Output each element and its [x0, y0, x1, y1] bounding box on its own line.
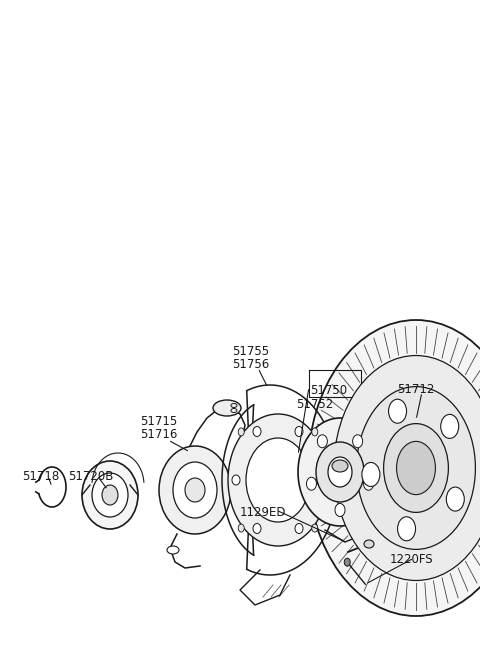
Ellipse shape: [159, 446, 231, 534]
Ellipse shape: [441, 415, 459, 438]
Ellipse shape: [334, 356, 480, 581]
Text: 51715: 51715: [140, 415, 177, 428]
Text: 51712: 51712: [397, 383, 434, 396]
Text: 1220FS: 1220FS: [390, 553, 433, 566]
Ellipse shape: [316, 475, 324, 485]
Text: 1129ED: 1129ED: [240, 506, 287, 519]
Ellipse shape: [82, 461, 138, 529]
Ellipse shape: [102, 485, 118, 505]
Ellipse shape: [298, 418, 382, 526]
Ellipse shape: [92, 473, 128, 517]
Text: 51718: 51718: [22, 470, 59, 483]
Ellipse shape: [167, 546, 179, 554]
Ellipse shape: [397, 517, 416, 541]
Ellipse shape: [240, 494, 250, 502]
Ellipse shape: [173, 462, 217, 518]
Text: 51756: 51756: [232, 358, 269, 371]
Ellipse shape: [344, 558, 350, 566]
Ellipse shape: [400, 446, 432, 490]
Text: 51752: 51752: [296, 398, 333, 411]
Ellipse shape: [253, 523, 261, 533]
Ellipse shape: [364, 540, 374, 548]
Ellipse shape: [388, 400, 407, 423]
Ellipse shape: [253, 426, 261, 436]
Ellipse shape: [363, 478, 373, 490]
Ellipse shape: [238, 524, 244, 532]
Ellipse shape: [357, 386, 475, 550]
Ellipse shape: [312, 524, 318, 532]
Text: 51716: 51716: [140, 428, 178, 441]
Ellipse shape: [335, 504, 345, 516]
Ellipse shape: [240, 471, 250, 479]
Ellipse shape: [353, 435, 362, 448]
Text: 51750: 51750: [310, 384, 347, 397]
Ellipse shape: [446, 487, 464, 511]
Ellipse shape: [308, 320, 480, 616]
Ellipse shape: [362, 462, 380, 487]
Ellipse shape: [295, 426, 303, 436]
Ellipse shape: [232, 475, 240, 485]
Ellipse shape: [332, 460, 348, 472]
Ellipse shape: [328, 457, 352, 487]
Ellipse shape: [213, 400, 241, 416]
Text: 51755: 51755: [232, 345, 269, 358]
Ellipse shape: [185, 478, 205, 502]
Ellipse shape: [317, 435, 327, 448]
Ellipse shape: [396, 441, 435, 495]
Text: 51720B: 51720B: [68, 470, 113, 483]
Ellipse shape: [306, 478, 316, 490]
Ellipse shape: [228, 414, 328, 546]
Ellipse shape: [295, 523, 303, 533]
Ellipse shape: [238, 428, 244, 436]
Ellipse shape: [246, 438, 310, 522]
Ellipse shape: [384, 424, 448, 512]
Ellipse shape: [271, 457, 281, 465]
Ellipse shape: [316, 442, 364, 502]
Ellipse shape: [312, 428, 318, 436]
